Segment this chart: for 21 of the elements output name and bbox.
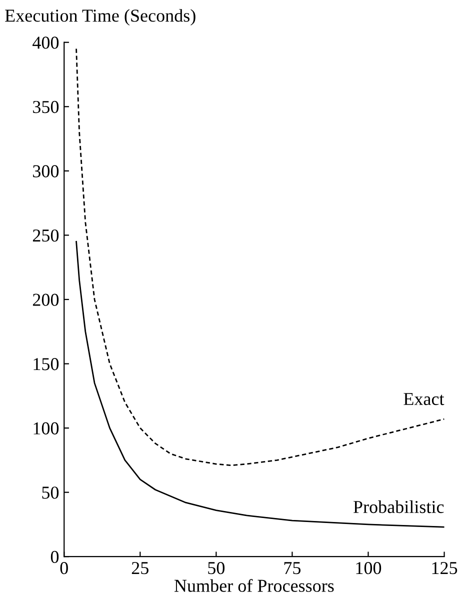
y-tick-label: 200 [32,294,59,306]
y-tick-label: 150 [34,358,59,370]
x-tick-label: 125 [432,562,458,574]
x-tick-label: 75 [284,562,301,574]
x-tick-label: 100 [356,562,382,574]
series-label: Probabilistic [354,500,444,514]
x-tick-label: 0 [60,562,68,574]
series-label: Exact [404,393,444,406]
y-tick-label: 300 [33,165,59,178]
line-series [76,48,444,466]
x-tick-label: 50 [208,562,225,574]
y-tick-label: 0 [50,550,59,564]
y-axis-title: Execution Time (Seconds) [5,9,196,26]
y-tick-label: 100 [34,422,59,434]
x-tick-label: 25 [132,562,148,574]
line-series [76,240,444,528]
y-tick-label: 50 [42,486,59,499]
x-axis-title: Number of Processors [174,579,334,592]
y-tick-label: 400 [32,36,59,49]
y-tick-label: 350 [33,100,59,114]
y-tick-label: 250 [32,229,59,242]
